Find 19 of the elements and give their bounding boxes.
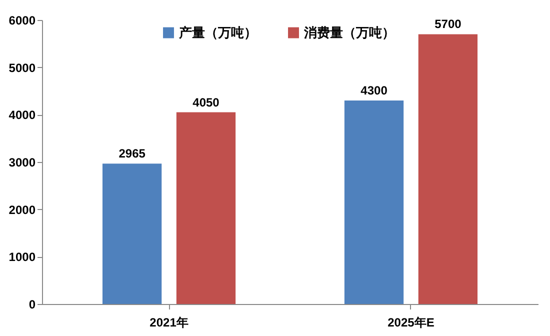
y-tick-label: 6000 bbox=[8, 14, 36, 28]
data-label: 4050 bbox=[192, 95, 220, 110]
y-tick-label: 3000 bbox=[8, 156, 36, 170]
data-label: 4300 bbox=[360, 83, 388, 98]
y-tick-label: 1000 bbox=[8, 250, 36, 264]
bar bbox=[102, 164, 162, 304]
y-tick-label: 0 bbox=[28, 298, 36, 312]
x-tick-label: 2025年E bbox=[388, 316, 434, 330]
y-tick-label: 2000 bbox=[8, 202, 36, 217]
data-label: 5700 bbox=[434, 17, 462, 32]
y-tick-label: 5000 bbox=[8, 60, 36, 75]
x-tick-label: 2021年 bbox=[150, 316, 188, 330]
legend-label: 产量（万吨） bbox=[178, 24, 257, 40]
legend-label: 消费量（万吨） bbox=[303, 24, 395, 40]
bar bbox=[418, 34, 478, 304]
y-tick-label: 4000 bbox=[8, 108, 36, 122]
bar bbox=[344, 100, 404, 304]
data-label: 2965 bbox=[118, 146, 146, 161]
bar bbox=[176, 112, 236, 304]
